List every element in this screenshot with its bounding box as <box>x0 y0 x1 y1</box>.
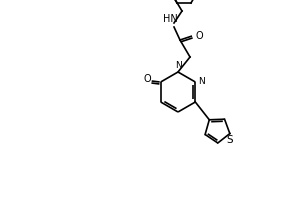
Text: S: S <box>226 135 233 145</box>
Text: N: N <box>175 61 182 70</box>
Text: O: O <box>144 74 152 84</box>
Text: O: O <box>196 31 204 41</box>
Text: N: N <box>198 77 205 86</box>
Text: HN: HN <box>163 14 177 24</box>
